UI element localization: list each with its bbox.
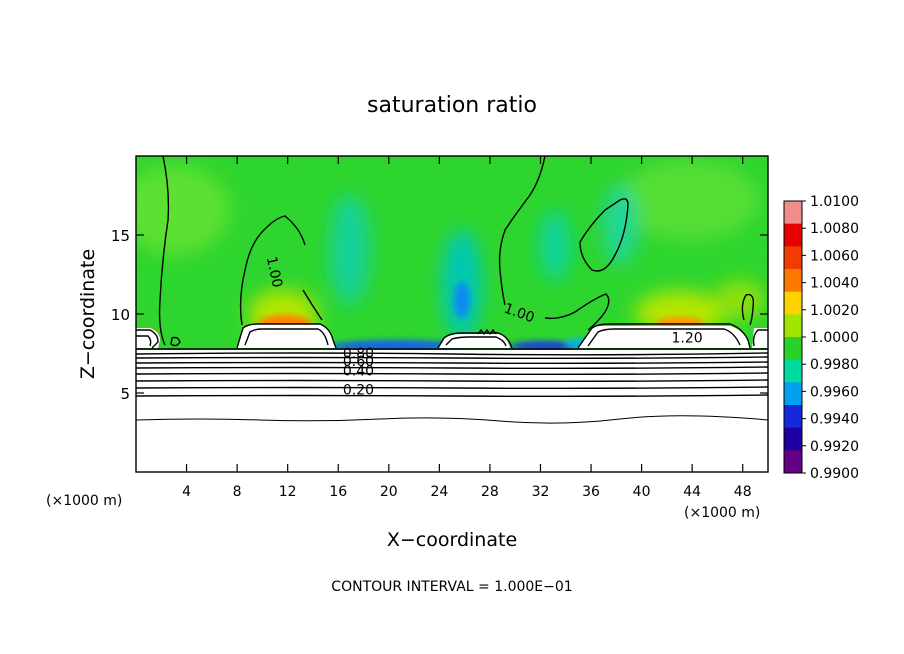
- colorbar-segment: [784, 450, 802, 474]
- contour-line-1-20-far-left-cloud: [136, 329, 159, 349]
- contour-line-level-0-20: [136, 394, 768, 398]
- cloud-region-right: [578, 326, 750, 348]
- colorbar-segment: [784, 269, 802, 293]
- contour-line-1-20-left-cloud-outer: [236, 323, 337, 349]
- field-patch-cyan-far-right: [602, 185, 638, 265]
- colorbar-segment: [784, 427, 802, 451]
- contour-label: 0.40: [343, 364, 374, 380]
- contour-label: 1.20: [672, 330, 703, 346]
- contour-line-1-20-right-cloud-outer: [577, 323, 751, 349]
- contour-line-1-20-right-cloud-inner: [587, 328, 741, 347]
- colorbar-label: 0.9980: [810, 357, 859, 373]
- contour-line-1-20-center-ripple: [477, 328, 497, 336]
- colorbar-segment: [784, 291, 802, 315]
- colorbar-segment: [784, 314, 802, 338]
- contour-line-level-0-50: [136, 372, 768, 376]
- x-tick-label: 28: [481, 484, 499, 500]
- field-patch-light-upper-right: [620, 160, 760, 240]
- field-patch-lime-right: [715, 280, 765, 320]
- x-tick-label: 40: [633, 484, 651, 500]
- x-unit-label-right: (×1000 m): [684, 505, 760, 521]
- contour-line-level-0-30: [136, 386, 768, 390]
- y-tick-label: 5: [120, 385, 130, 403]
- colorbar-label: 1.0080: [810, 221, 859, 237]
- x-tick-label: 8: [233, 484, 242, 500]
- cloud-region-left: [236, 324, 336, 348]
- x-tick-label: 20: [380, 484, 398, 500]
- contour-line-1-00-right-edge: [741, 293, 755, 326]
- colorbar-segment: [784, 337, 802, 361]
- colorbar-segment: [784, 382, 802, 406]
- contour-interval-note: CONTOUR INTERVAL = 1.000E−01: [331, 579, 572, 595]
- colorbar-label: 1.0060: [810, 248, 859, 264]
- contour-line-1-00-center-plume: [498, 156, 546, 306]
- contour-label: 1.00: [263, 255, 285, 289]
- contour-line-1-20-center-cloud-outer: [437, 332, 513, 349]
- y-tick-label: 10: [111, 306, 130, 324]
- y-axis-ticks: 5 10 15: [111, 227, 768, 403]
- x-unit-label-left: (×1000 m): [46, 493, 122, 509]
- contour-line-1-00-center-lower: [544, 293, 610, 331]
- y-tick-label: 15: [111, 227, 130, 245]
- field-patch-cyan-left: [330, 195, 370, 305]
- chart-title: saturation ratio: [367, 93, 537, 118]
- colorbar-label: 0.9940: [810, 412, 859, 428]
- x-tick-label: 12: [279, 484, 297, 500]
- colorbar: 1.0100 1.0080 1.0060 1.0040 1.0020 1.0000 0.99…: [783, 194, 859, 482]
- contour-label: 0.60: [343, 354, 374, 370]
- contour-line-1-20-left-cloud-inner: [244, 328, 329, 346]
- x-tick-label: 24: [430, 484, 448, 500]
- colorbar-label: 1.0040: [810, 276, 859, 292]
- field-patch-light-upper-left: [136, 165, 230, 255]
- x-tick-label: 32: [532, 484, 550, 500]
- contour-line-level-0-60: [136, 366, 768, 370]
- contour-line-level-0-70: [136, 361, 768, 365]
- colorbar-label: 0.9920: [810, 439, 859, 455]
- contour-line-1-20-far-left-cloud-inner: [136, 335, 152, 347]
- x-tick-label: 44: [683, 484, 701, 500]
- x-tick-label: 4: [182, 484, 191, 500]
- contour-line-1-20-far-right-cloud: [752, 329, 768, 347]
- contour-line-level-0-80: [136, 356, 768, 360]
- colorbar-segment: [784, 223, 802, 247]
- colorbar-segment: [784, 246, 802, 270]
- contour-line-1-20-center-cloud-inner: [445, 336, 507, 347]
- colorbar-segment: [784, 359, 802, 383]
- field-patch-blue-center: [454, 282, 470, 318]
- colorbar-label: 1.0100: [810, 194, 859, 210]
- x-tick-label: 16: [329, 484, 347, 500]
- colorbar-label: 0.9900: [810, 466, 859, 482]
- heatmap-field: [136, 156, 768, 472]
- contour-line-level-0-90: [136, 352, 768, 356]
- contour-lines: [136, 156, 768, 424]
- x-tick-label: 36: [582, 484, 600, 500]
- colorbar-label: 1.0020: [810, 303, 859, 319]
- contour-line-small-loop: [170, 336, 181, 347]
- contour-line-1-00-right-island: [579, 198, 629, 272]
- colorbar-segment: [784, 405, 802, 429]
- field-lower-layer: [136, 350, 768, 472]
- contour-line-1-00-left-edge: [158, 156, 170, 346]
- colorbar-label: 1.0000: [810, 330, 859, 346]
- x-axis-ticks: 4 8 12 16 20 24 28 32 36 40 44 48: [182, 156, 752, 500]
- contour-line-1-00-left-plume-lower: [302, 289, 323, 321]
- cloud-region-center: [438, 334, 510, 348]
- colorbar-label: 0.9960: [810, 384, 859, 400]
- contour-line-level-0-10: [136, 415, 768, 424]
- colorbar-segment: [784, 201, 802, 225]
- y-axis-label: Z−coordinate: [77, 249, 99, 379]
- field-patch-cyan-right: [539, 210, 571, 280]
- contour-line-level-0-40: [136, 379, 768, 383]
- contour-label: 0.20: [343, 383, 374, 399]
- contour-label: 0.80: [343, 346, 374, 362]
- x-tick-label: 48: [734, 484, 752, 500]
- contour-line-1-00-left-plume: [239, 215, 306, 326]
- x-axis-label: X−coordinate: [387, 529, 517, 551]
